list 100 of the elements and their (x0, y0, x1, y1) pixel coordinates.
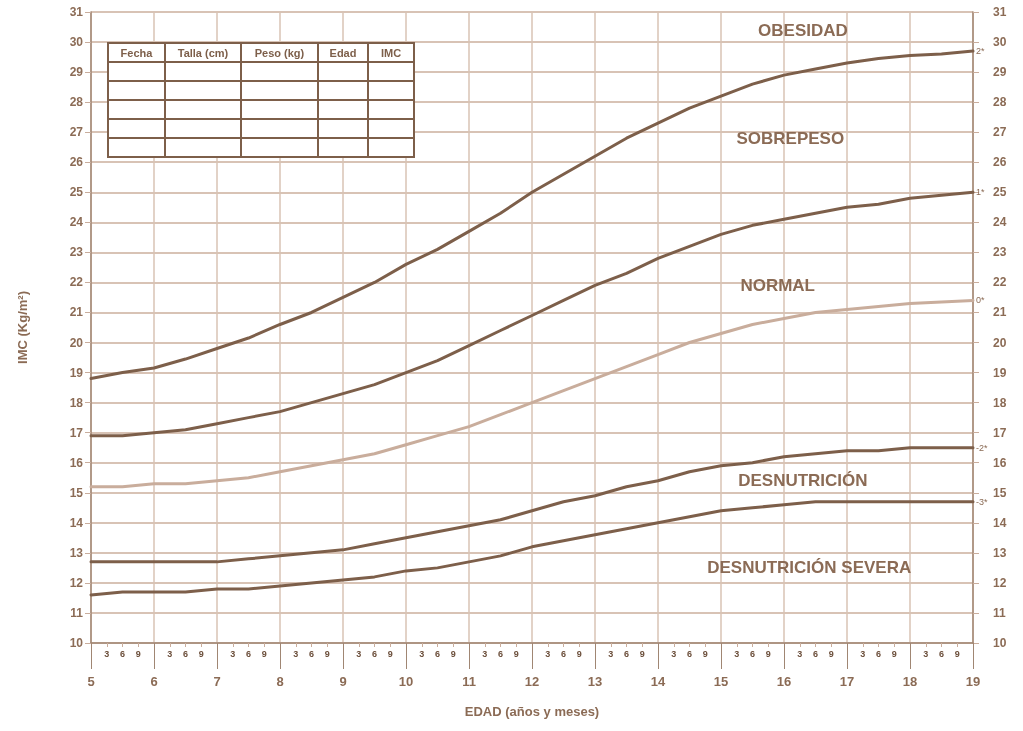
text: 9 (702, 649, 708, 659)
y2-tick-label: 27 (993, 125, 1007, 140)
y2-tick-label: 23 (993, 245, 1007, 260)
y-tick-label: 17 (69, 425, 84, 440)
text: 3 (419, 649, 425, 659)
series-label: -3* (976, 496, 988, 507)
y-tick-label: 12 (69, 575, 84, 590)
y2-tick-label: 18 (993, 395, 1007, 410)
text: 9 (954, 649, 960, 659)
text: 9 (828, 649, 834, 659)
x-axis-title: EDAD (años y meses) (464, 704, 600, 719)
y-tick-label: 30 (69, 35, 84, 50)
text: 3 (545, 649, 551, 659)
text: 6 (497, 649, 504, 659)
y2-tick-label: 25 (993, 185, 1007, 200)
text: 6 (560, 649, 567, 659)
y-tick-label: 23 (69, 245, 84, 260)
text: 6 (182, 649, 189, 659)
x-tick-label: 5 (87, 674, 95, 689)
y2-tick-label: 16 (993, 455, 1007, 470)
x-tick-label: 15 (713, 674, 729, 689)
x-tick-label: 6 (150, 674, 158, 689)
annotation: OBESIDAD (758, 20, 848, 40)
text: 9 (198, 649, 204, 659)
series-label: 1* (976, 187, 986, 198)
text: 6 (875, 649, 882, 659)
x-tick-label: 7 (213, 674, 221, 689)
y-tick-label: 29 (69, 65, 84, 80)
text: 6 (686, 649, 693, 659)
y2-tick-label: 20 (993, 335, 1007, 350)
y2-tick-label: 31 (993, 5, 1007, 19)
y-tick-label: 24 (69, 215, 84, 230)
text: 6 (245, 649, 252, 659)
y2-tick-label: 28 (993, 95, 1007, 110)
text: 9 (450, 649, 456, 659)
y2-tick-label: 11 (993, 605, 1007, 620)
text: 3 (671, 649, 677, 659)
annotation: Talla (cm) (165, 43, 241, 62)
text: 9 (261, 649, 267, 659)
y-tick-label: 27 (69, 125, 84, 140)
text: 9 (765, 649, 771, 659)
y2-tick-label: 14 (993, 515, 1007, 530)
text: 3 (734, 649, 740, 659)
y-axis-title: IMC (Kg/m²) (15, 291, 30, 364)
y2-tick-label: 24 (993, 215, 1007, 230)
series-label: 2* (976, 46, 986, 57)
annotation: NORMAL (740, 275, 815, 295)
annotation: SOBREPESO (736, 128, 845, 148)
y-tick-label: 28 (69, 95, 84, 110)
y2-tick-label: 29 (993, 65, 1007, 80)
y2-tick-label: 15 (993, 485, 1007, 500)
text: 3 (356, 649, 362, 659)
text: 9 (324, 649, 330, 659)
text: 9 (387, 649, 393, 659)
text: 6 (308, 649, 315, 659)
text: 3 (923, 649, 929, 659)
text: 9 (135, 649, 141, 659)
y-tick-label: 18 (69, 395, 84, 410)
annotation: Peso (kg) (241, 43, 318, 62)
y2-tick-label: 17 (993, 425, 1007, 440)
text: 9 (639, 649, 645, 659)
y2-tick-label: 10 (993, 636, 1007, 650)
text: 6 (119, 649, 126, 659)
y-tick-label: 26 (69, 155, 84, 170)
x-tick-label: 9 (339, 674, 347, 689)
x-tick-label: 18 (902, 674, 918, 689)
annotation: IMC (368, 43, 414, 62)
y2-tick-label: 26 (993, 155, 1007, 170)
text: 3 (608, 649, 614, 659)
y-tick-label: 31 (69, 5, 84, 19)
x-tick-label: 11 (462, 674, 476, 689)
x-tick-label: 8 (276, 674, 284, 689)
x-tick-label: 17 (839, 674, 855, 689)
text: 3 (482, 649, 488, 659)
y2-tick-label: 13 (993, 545, 1007, 560)
x-tick-label: 13 (587, 674, 603, 689)
y-tick-label: 15 (69, 485, 84, 500)
text: 9 (576, 649, 582, 659)
y-tick-label: 13 (69, 545, 84, 560)
y2-tick-label: 30 (993, 35, 1007, 50)
text: 3 (797, 649, 803, 659)
x-tick-label: 14 (650, 674, 666, 689)
text: 6 (938, 649, 945, 659)
x-tick-label: 10 (398, 674, 414, 689)
y-tick-label: 22 (69, 275, 84, 290)
text: 3 (230, 649, 236, 659)
y-tick-label: 20 (69, 335, 84, 350)
y-tick-label: 10 (69, 636, 84, 650)
y2-tick-label: 19 (993, 365, 1007, 380)
text: 6 (371, 649, 378, 659)
text: 6 (749, 649, 756, 659)
y-tick-label: 11 (70, 605, 84, 620)
text: 6 (434, 649, 441, 659)
text: 6 (812, 649, 819, 659)
y2-tick-label: 12 (993, 575, 1007, 590)
series-label: 0* (976, 295, 986, 306)
annotation: DESNUTRICIÓN (738, 471, 868, 491)
annotation: Edad (318, 43, 368, 62)
y-tick-label: 19 (69, 365, 84, 380)
text: 6 (623, 649, 630, 659)
